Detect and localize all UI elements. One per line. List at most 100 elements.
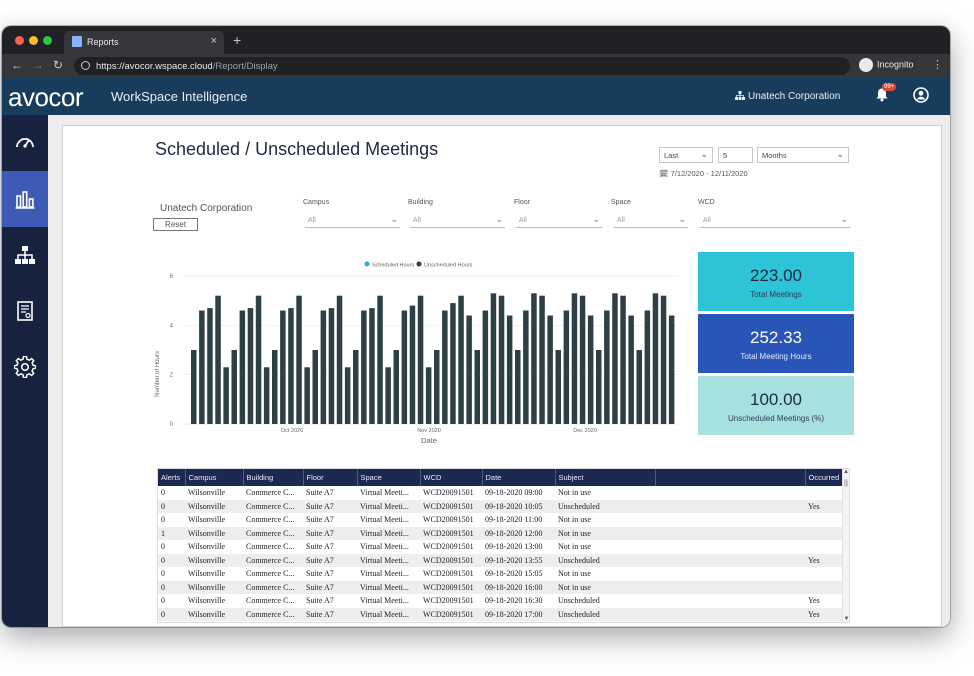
unscheduled-hours-bar[interactable] [417, 295, 424, 424]
unscheduled-hours-bar[interactable] [425, 367, 432, 424]
table-row[interactable]: 0 Wilsonville Commerce C... Suite A7 Virtual… [158, 567, 844, 581]
new-tab-button[interactable]: + [233, 32, 242, 48]
organization-selector[interactable]: Unatech Corporation [735, 91, 840, 102]
table-row[interactable]: 1 Wilsonville Commerce C... Suite A7 Virtual… [158, 526, 844, 540]
unscheduled-hours-bar[interactable] [239, 310, 246, 425]
reset-button[interactable]: Reset [153, 218, 198, 231]
user-account-icon[interactable] [913, 87, 929, 103]
unscheduled-hours-bar[interactable] [434, 350, 440, 424]
bell-icon[interactable] [875, 87, 889, 102]
period-mode-select[interactable]: Last ⌄ [659, 147, 713, 163]
unscheduled-hours-bar[interactable] [223, 367, 229, 424]
column-header-building[interactable]: Building [243, 469, 304, 486]
unscheduled-hours-bar[interactable] [636, 350, 643, 424]
unscheduled-hours-bar[interactable] [296, 295, 302, 424]
unscheduled-hours-bar[interactable] [304, 367, 310, 424]
unscheduled-hours-bar[interactable] [612, 293, 618, 424]
column-header-blank[interactable] [655, 469, 806, 486]
space-filter-select[interactable]: All ⌄ [614, 213, 688, 228]
sidebar-item-dashboard[interactable] [2, 115, 48, 171]
building-filter-select[interactable]: All ⌄ [410, 213, 505, 228]
unscheduled-hours-bar[interactable] [377, 295, 383, 424]
avocor-logo[interactable]: avocor [8, 82, 84, 112]
column-header-wcd[interactable]: WCD [420, 469, 483, 486]
unscheduled-hours-bar[interactable] [644, 310, 651, 425]
table-row[interactable]: 0 Wilsonville Commerce C... Suite A7 Virtual… [158, 594, 844, 608]
unscheduled-hours-bar[interactable] [247, 308, 254, 424]
unscheduled-hours-bar[interactable] [288, 308, 294, 424]
unscheduled-hours-bar[interactable] [668, 315, 675, 425]
close-window-button[interactable] [15, 36, 24, 45]
address-bar[interactable]: https://avocor.wspace.cloud/Report/Displ… [74, 57, 850, 75]
site-info-icon[interactable] [81, 61, 90, 70]
unscheduled-hours-bar[interactable] [409, 305, 416, 424]
table-row[interactable]: 0 Wilsonville Commerce C... Suite A7 Virtual… [158, 499, 844, 513]
table-row[interactable]: 0 Wilsonville Commerce C... Suite A7 Virtual… [158, 486, 844, 500]
close-tab-icon[interactable]: × [210, 35, 217, 47]
table-row[interactable]: 0 Wilsonville Commerce C... Suite A7 Virtual… [158, 540, 844, 554]
unscheduled-hours-bar[interactable] [547, 315, 553, 425]
sidebar-item-settings[interactable] [2, 339, 48, 395]
unscheduled-hours-bar[interactable] [231, 350, 238, 424]
unscheduled-hours-bar[interactable] [336, 295, 343, 424]
unscheduled-hours-bar[interactable] [506, 315, 513, 425]
unscheduled-hours-bar[interactable] [660, 295, 667, 424]
table-row[interactable]: 0 Wilsonville Commerce C... Suite A7 Virtual… [158, 580, 844, 594]
unscheduled-hours-bar[interactable] [312, 350, 319, 424]
unscheduled-hours-bar[interactable] [442, 310, 448, 425]
column-header-alerts[interactable]: Alerts [158, 469, 186, 486]
unscheduled-hours-bar[interactable] [563, 310, 570, 425]
sidebar-item-documents[interactable] [2, 283, 48, 339]
reload-icon[interactable]: ↻ [53, 58, 64, 72]
unscheduled-hours-bar[interactable] [531, 293, 537, 424]
unscheduled-hours-bar[interactable] [490, 293, 497, 424]
unscheduled-hours-bar[interactable] [587, 315, 594, 425]
unscheduled-hours-bar[interactable] [272, 350, 278, 424]
unscheduled-hours-bar[interactable] [458, 295, 464, 424]
unscheduled-hours-bar[interactable] [263, 367, 270, 424]
column-header-date[interactable]: Date [482, 469, 556, 486]
unscheduled-hours-bar[interactable] [280, 310, 286, 425]
unscheduled-hours-bar[interactable] [320, 310, 327, 425]
unscheduled-hours-bar[interactable] [353, 350, 359, 424]
unscheduled-hours-bar[interactable] [191, 350, 197, 424]
unscheduled-hours-bar[interactable] [498, 295, 505, 424]
unscheduled-hours-bar[interactable] [215, 295, 221, 424]
unscheduled-hours-bar[interactable] [620, 295, 626, 424]
table-row[interactable]: 0 Wilsonville Commerce C... Suite A7 Virtual… [158, 607, 844, 621]
unscheduled-hours-bar[interactable] [328, 308, 335, 424]
unscheduled-hours-bar[interactable] [604, 310, 610, 425]
unscheduled-hours-bar[interactable] [401, 310, 408, 425]
column-header-space[interactable]: Space [357, 469, 421, 486]
unscheduled-hours-bar[interactable] [450, 303, 456, 424]
unscheduled-hours-bar[interactable] [523, 310, 529, 425]
unscheduled-hours-bar[interactable] [555, 350, 562, 424]
unscheduled-hours-bar[interactable] [369, 308, 375, 424]
unscheduled-hours-bar[interactable] [539, 295, 545, 424]
browser-menu-icon[interactable]: ⋮ [932, 59, 943, 71]
table-scrollbar[interactable]: ▲ ▼ [842, 469, 850, 622]
minimize-window-button[interactable] [29, 36, 38, 45]
period-count-input[interactable]: 5 [718, 147, 753, 163]
unscheduled-hours-bar[interactable] [393, 350, 400, 424]
scrollbar-thumb[interactable] [844, 479, 848, 487]
unscheduled-hours-bar[interactable] [255, 295, 262, 424]
browser-tab[interactable]: Reports × [64, 31, 224, 54]
unscheduled-hours-bar[interactable] [199, 310, 205, 425]
zoom-window-button[interactable] [43, 36, 52, 45]
wcd-filter-select[interactable]: All ⌄ [700, 213, 850, 228]
unscheduled-hours-bar[interactable] [361, 310, 367, 425]
table-row[interactable]: 0 Wilsonville Commerce C... Suite A7 Virtual… [158, 513, 844, 527]
sidebar-item-hierarchy[interactable] [2, 227, 48, 283]
unscheduled-hours-bar[interactable] [344, 367, 351, 424]
scroll-up-icon[interactable]: ▲ [843, 469, 849, 475]
scroll-down-icon[interactable]: ▼ [843, 616, 850, 622]
unscheduled-hours-bar[interactable] [482, 310, 489, 425]
unscheduled-hours-bar[interactable] [596, 350, 602, 424]
unscheduled-hours-bar[interactable] [515, 350, 521, 424]
unscheduled-hours-bar[interactable] [652, 293, 659, 424]
unscheduled-hours-bar[interactable] [474, 350, 481, 424]
column-header-subject[interactable]: Subject [555, 469, 656, 486]
table-row[interactable]: 0 Wilsonville Commerce C... Suite A7 Virtual… [158, 553, 844, 567]
unscheduled-hours-bar[interactable] [385, 367, 391, 424]
